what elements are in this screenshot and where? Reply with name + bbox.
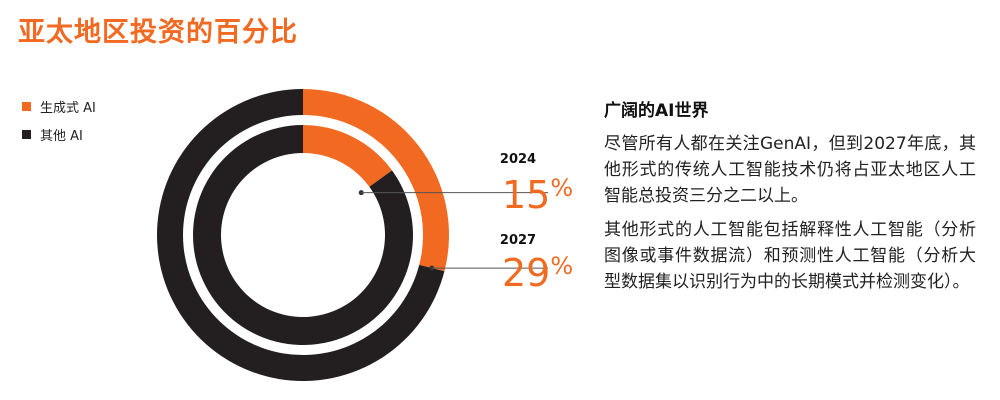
legend-label-genai: 生成式 AI	[40, 100, 96, 116]
insight-panel: 广阔的AI世界 尽管所有人都在关注GenAI，但到2027年底，其他形式的传统人…	[604, 96, 976, 303]
donut-chart: 2027 29% 2024 15%	[157, 89, 573, 381]
insight-paragraph-2: 其他形式的人工智能包括解释性人工智能（分析图像或事件数据流）和预测性人工智能（分…	[604, 220, 976, 292]
percent-label-2024: 15%	[502, 173, 573, 217]
legend-swatch-genai	[22, 101, 31, 111]
slice-2027-genai	[303, 89, 449, 272]
page-title: 亚太地区投资的百分比	[18, 17, 298, 48]
year-label-2027: 2027	[500, 233, 536, 248]
insight-paragraph-1: 尽管所有人都在关注GenAI，但到2027年底，其他形式的传统人工智能技术仍将占…	[604, 134, 976, 206]
year-label-2024: 2024	[500, 152, 536, 167]
insight-heading: 广阔的AI世界	[604, 101, 709, 121]
slice-2024-genai	[303, 125, 392, 187]
legend-label-other: 其他 AI	[40, 128, 83, 144]
legend-item-other: 其他 AI	[22, 120, 96, 148]
legend-swatch-other	[22, 129, 31, 139]
chart-legend: 生成式 AI 其他 AI	[22, 92, 96, 148]
legend-item-genai: 生成式 AI	[22, 92, 96, 120]
percent-label-2027: 29%	[502, 251, 573, 295]
